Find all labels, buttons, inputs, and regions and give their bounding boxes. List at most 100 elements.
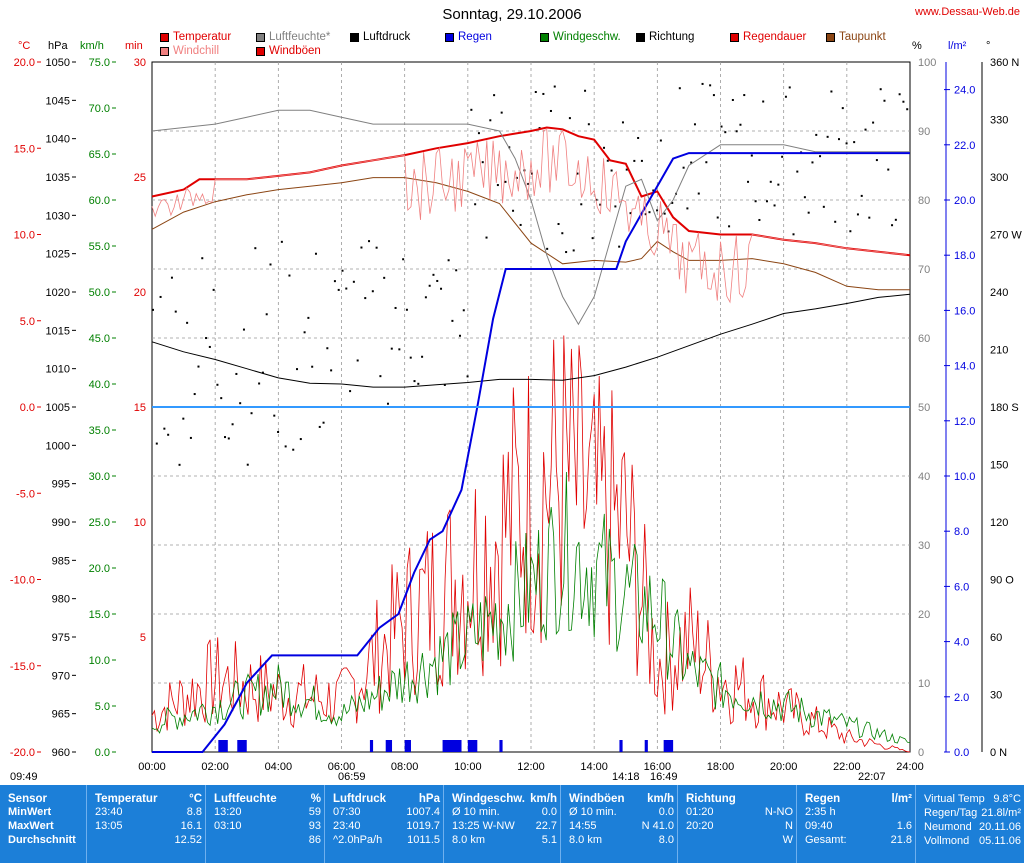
- table-cell-value: 1019.7: [406, 820, 440, 832]
- direction-dot: [216, 383, 219, 386]
- legend-swatch: [445, 32, 454, 42]
- direction-dot: [781, 155, 784, 158]
- direction-dot: [898, 93, 901, 96]
- table-cell: 23:40: [333, 820, 361, 832]
- direction-dot: [830, 90, 833, 93]
- direction-dot: [652, 189, 655, 192]
- direction-dot: [182, 417, 185, 420]
- direction-dot: [485, 236, 488, 239]
- direction-dot: [189, 436, 192, 439]
- table-row: 09:40 1.6: [797, 819, 916, 833]
- table-cell-value: 1007.4: [406, 806, 440, 818]
- direction-dot: [155, 442, 158, 445]
- table-cell-value: N 41.0: [641, 820, 674, 832]
- direction-dot: [534, 91, 537, 94]
- table-cell: 20:20: [686, 820, 714, 832]
- direction-tick-label: 60: [990, 632, 1002, 644]
- rain-tick-label: 8.0: [954, 526, 969, 538]
- table-row: 07:30 1007.4: [325, 805, 444, 819]
- direction-dot: [170, 276, 173, 279]
- minutes-tick-label: 5: [140, 632, 146, 644]
- direction-dot: [644, 213, 647, 216]
- site-link[interactable]: www.Dessau-Web.de: [915, 6, 1020, 18]
- direction-dot: [224, 436, 227, 439]
- legend-richtung: Richtung: [636, 31, 694, 43]
- direction-dot: [758, 218, 761, 221]
- table-row: W: [678, 833, 797, 847]
- x-tick-label: 12:00: [517, 761, 545, 773]
- pressure-tick-label: 990: [52, 517, 70, 529]
- direction-dot: [481, 161, 484, 164]
- wind-tick-label: 70.0: [89, 103, 110, 115]
- x-tick-label: 02:00: [201, 761, 229, 773]
- pressure-tick-label: 1020: [46, 287, 70, 299]
- stats-table: Sensor MinWert MaxWert Durchschnitt Temperat…: [0, 785, 1024, 863]
- x-tick-label: 10:00: [454, 761, 482, 773]
- direction-dot: [371, 290, 374, 293]
- direction-dot: [709, 84, 712, 87]
- direction-dot: [826, 135, 829, 138]
- direction-dot: [208, 345, 211, 348]
- legend-windchill: Windchill: [160, 45, 219, 57]
- direction-dot: [906, 108, 909, 111]
- table-cell: 09:40: [805, 820, 833, 832]
- direction-dot: [606, 159, 609, 162]
- x-tick-label: 24:00: [896, 761, 924, 773]
- wind-tick-label: 5.0: [95, 701, 110, 713]
- wind-tick-label: 60.0: [89, 195, 110, 207]
- marker-time-1: 06:59: [338, 771, 366, 783]
- direction-dot: [724, 131, 727, 134]
- direction-dot: [701, 82, 704, 85]
- direction-dot: [769, 180, 772, 183]
- rain-tick-label: 16.0: [954, 305, 975, 317]
- legend-regendauer: Regendauer: [730, 31, 806, 43]
- weather-chart: 00:00 02:00 04:00 06:00 08:00 10:00 12:00 14:00…: [10, 57, 1022, 773]
- direction-dot: [159, 295, 162, 298]
- legend-label: Temperatur: [173, 31, 232, 43]
- x-tick-label: 00:00: [138, 761, 166, 773]
- rain-bar: [237, 740, 247, 752]
- table-row: 13:20 59: [206, 805, 325, 819]
- table-cell-value: 0.0: [541, 806, 557, 818]
- table-col-head: Richtung: [686, 793, 736, 805]
- pressure-tick-label: 985: [52, 555, 70, 567]
- direction-dot: [891, 224, 894, 227]
- table-cell-value: N-NO: [764, 806, 793, 818]
- minutes-axis-unit: min: [125, 40, 143, 52]
- table-cell-value: 93: [308, 820, 321, 832]
- legend-swatch: [256, 32, 265, 42]
- minutes-tick-label: 30: [134, 57, 146, 69]
- direction-dot: [500, 111, 503, 114]
- direction-dot: [629, 212, 632, 215]
- pressure-tick-label: 1015: [46, 325, 70, 337]
- direction-dot: [678, 87, 681, 90]
- table-row: Neumond 20.11.06: [916, 820, 1024, 834]
- table-col-unit: °C: [189, 793, 202, 805]
- direction-dot: [777, 183, 780, 186]
- direction-dot: [477, 132, 480, 135]
- table-cell: 14:55: [569, 820, 597, 832]
- direction-dot: [512, 209, 515, 212]
- direction-dot: [455, 269, 458, 272]
- direction-dot: [731, 98, 734, 101]
- table-cell-value: 1011.5: [407, 834, 440, 846]
- wind-tick-label: 65.0: [89, 149, 110, 161]
- rain-tick-label: 18.0: [954, 250, 975, 262]
- table-col-head: Luftfeuchte: [214, 793, 277, 805]
- direction-dot: [398, 348, 401, 351]
- direction-dot: [739, 123, 742, 126]
- direction-dot: [417, 382, 420, 385]
- table-col-0: Sensor MinWert MaxWert Durchschnitt: [0, 785, 86, 863]
- table-cell: Regen/Tag: [924, 807, 978, 819]
- legend-swatch: [256, 46, 265, 56]
- direction-dot: [834, 220, 837, 223]
- legend-label: Regen: [458, 31, 492, 43]
- table-cell: 07:30: [333, 806, 361, 818]
- direction-dot: [788, 86, 791, 89]
- temp-tick-label: 15.0: [14, 143, 35, 155]
- legend-label: Windgeschw.: [553, 31, 621, 43]
- moonrise-time: 14:18: [612, 771, 640, 783]
- direction-dot: [186, 321, 189, 324]
- direction-dot: [747, 180, 750, 183]
- direction-dot: [811, 161, 814, 164]
